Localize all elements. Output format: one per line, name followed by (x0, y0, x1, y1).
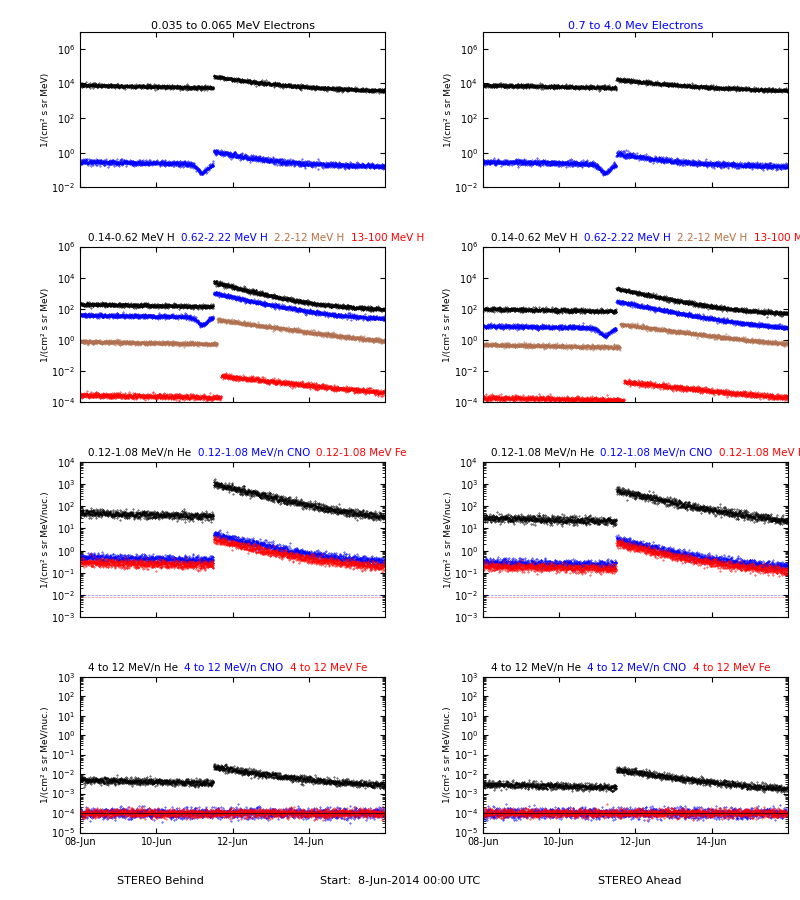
Text: STEREO Ahead: STEREO Ahead (598, 876, 682, 886)
Y-axis label: 1/(cm² s sr MeV): 1/(cm² s sr MeV) (41, 72, 50, 147)
Text: 4 to 12 MeV Fe: 4 to 12 MeV Fe (290, 663, 374, 673)
Text: Start:  8-Jun-2014 00:00 UTC: Start: 8-Jun-2014 00:00 UTC (320, 876, 480, 886)
Text: 2.2-12 MeV H: 2.2-12 MeV H (678, 233, 754, 243)
Text: 0.12-1.08 MeV/n He: 0.12-1.08 MeV/n He (88, 448, 198, 458)
Y-axis label: 1/(cm² s sr MeV/nuc.): 1/(cm² s sr MeV/nuc.) (41, 491, 50, 588)
Y-axis label: 1/(cm² s sr MeV): 1/(cm² s sr MeV) (444, 72, 453, 147)
Text: 2.2-12 MeV H: 2.2-12 MeV H (274, 233, 351, 243)
Text: 13-100 MeV H: 13-100 MeV H (351, 233, 431, 243)
Text: 4 to 12 MeV/n He: 4 to 12 MeV/n He (491, 663, 587, 673)
Text: 4 to 12 MeV/n He: 4 to 12 MeV/n He (88, 663, 185, 673)
Text: 0.62-2.22 MeV H: 0.62-2.22 MeV H (584, 233, 678, 243)
Y-axis label: 1/(cm² s sr MeV/nuc.): 1/(cm² s sr MeV/nuc.) (443, 706, 452, 803)
Text: 0.12-1.08 MeV Fe: 0.12-1.08 MeV Fe (317, 448, 414, 458)
Text: 0.62-2.22 MeV H: 0.62-2.22 MeV H (181, 233, 274, 243)
Text: 0.14-0.62 MeV H: 0.14-0.62 MeV H (88, 233, 181, 243)
Text: 4 to 12 MeV/n CNO: 4 to 12 MeV/n CNO (587, 663, 693, 673)
Y-axis label: 1/(cm² s sr MeV): 1/(cm² s sr MeV) (443, 287, 452, 362)
Y-axis label: 1/(cm² s sr MeV): 1/(cm² s sr MeV) (41, 287, 50, 362)
Text: 0.12-1.08 MeV/n He: 0.12-1.08 MeV/n He (491, 448, 601, 458)
Text: STEREO Behind: STEREO Behind (117, 876, 203, 886)
Title: 0.7 to 4.0 Mev Electrons: 0.7 to 4.0 Mev Electrons (568, 21, 703, 31)
Text: 0.12-1.08 MeV Fe: 0.12-1.08 MeV Fe (719, 448, 800, 458)
Text: 0.12-1.08 MeV/n CNO: 0.12-1.08 MeV/n CNO (198, 448, 317, 458)
Text: 4 to 12 MeV/n CNO: 4 to 12 MeV/n CNO (185, 663, 290, 673)
Y-axis label: 1/(cm² s sr MeV/nuc.): 1/(cm² s sr MeV/nuc.) (41, 706, 50, 803)
Y-axis label: 1/(cm² s sr MeV/nuc.): 1/(cm² s sr MeV/nuc.) (443, 491, 453, 588)
Text: 13-100 MeV H: 13-100 MeV H (754, 233, 800, 243)
Title: 0.035 to 0.065 MeV Electrons: 0.035 to 0.065 MeV Electrons (150, 21, 314, 31)
Text: 0.14-0.62 MeV H: 0.14-0.62 MeV H (491, 233, 584, 243)
Text: 4 to 12 MeV Fe: 4 to 12 MeV Fe (693, 663, 777, 673)
Text: 0.12-1.08 MeV/n CNO: 0.12-1.08 MeV/n CNO (601, 448, 719, 458)
